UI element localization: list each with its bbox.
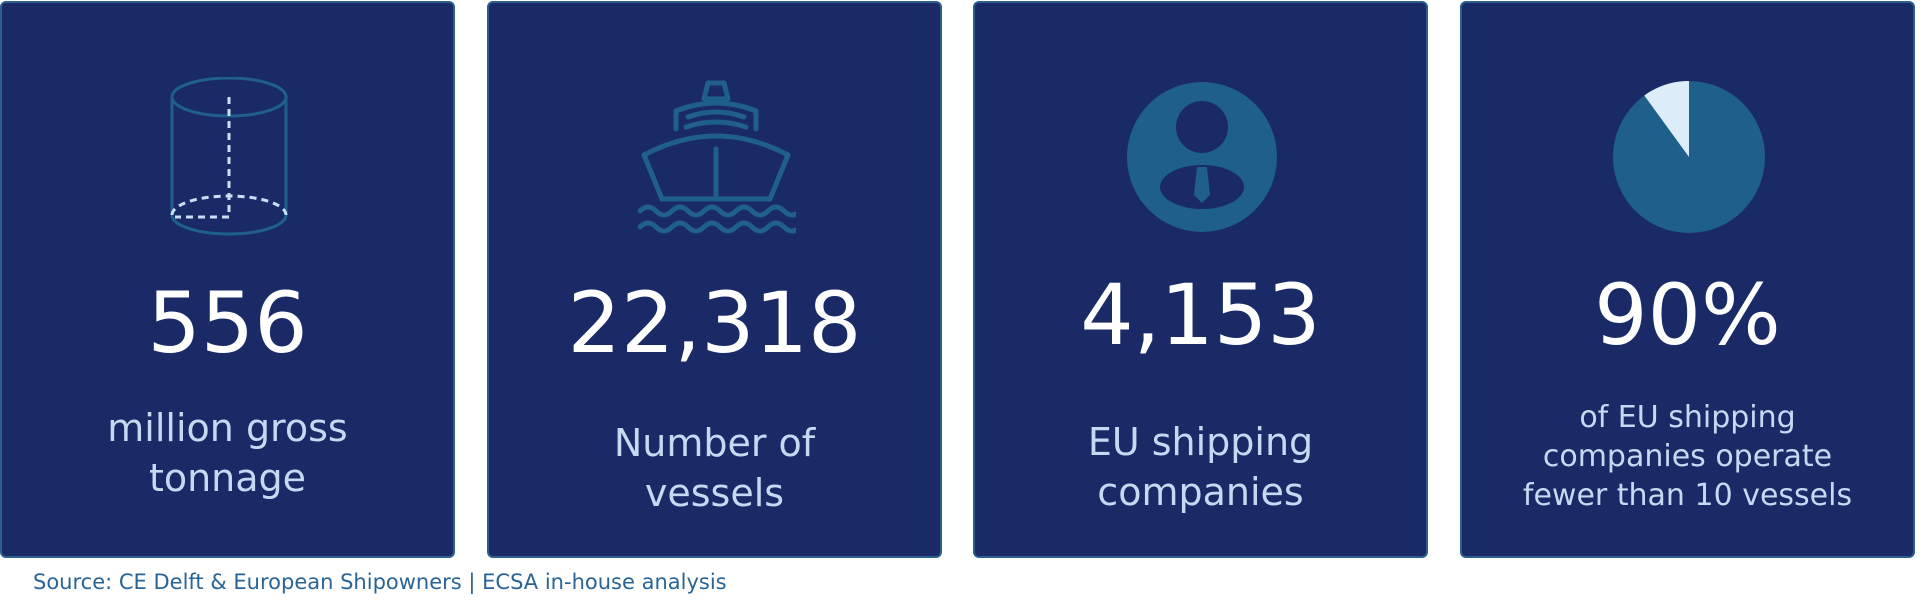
stat-label: EU shipping companies [975,417,1426,517]
ship-icon [637,80,796,234]
stat-card: 22,318 Number of vessels [487,1,942,558]
stat-value: 90% [1594,266,1781,364]
person-icon [1127,82,1277,232]
label-line: vessels [644,471,785,515]
cylinder-icon [170,77,288,236]
label-line: EU shipping [1087,420,1314,464]
pie-icon [1613,80,1765,233]
stat-value: 22,318 [567,274,862,372]
stat-card: 556 million gross tonnage [0,1,455,558]
stat-value: 4,153 [1080,266,1321,364]
label-line: Number of [613,421,816,465]
label-line: companies [1097,470,1304,514]
stat-label: of EU shipping companies operate fewer t… [1462,398,1913,515]
label-line: tonnage [148,456,307,500]
label-line: companies operate [1542,439,1833,474]
label-line: million gross [107,406,348,450]
stat-value: 556 [147,274,308,372]
stat-label: Number of vessels [489,418,940,518]
stat-label: million gross tonnage [2,403,453,503]
label-line: fewer than 10 vessels [1522,478,1853,513]
label-line: of EU shipping [1579,400,1796,435]
stat-card: 90% of EU shipping companies operate few… [1460,1,1915,558]
stat-card: 4,153 EU shipping companies [973,1,1428,558]
source-note: Source: CE Delft & European Shipowners |… [33,570,727,594]
